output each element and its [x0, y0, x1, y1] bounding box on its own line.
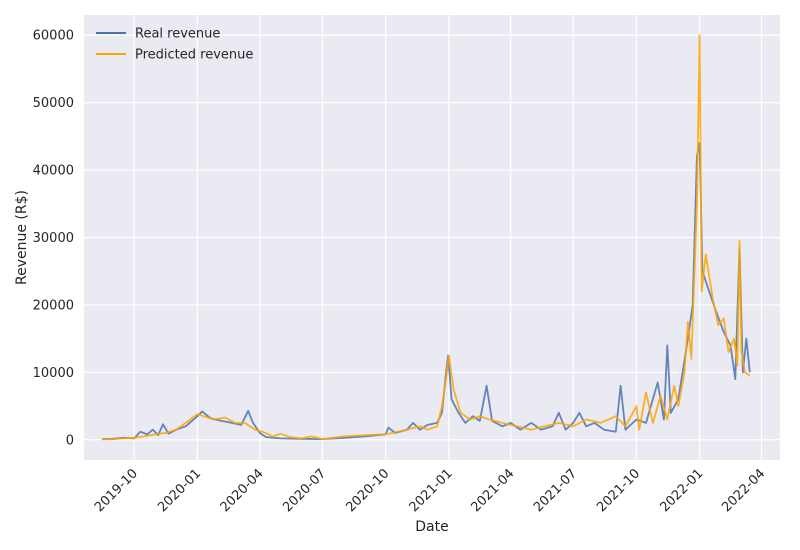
y-tick-labels: 0 10000 20000 30000 40000 50000 60000	[33, 29, 74, 449]
x-tick-label: 2020-07	[280, 466, 329, 515]
series-layer	[101, 34, 751, 441]
y-tick-label: 50000	[33, 96, 74, 111]
x-tick-label: 2021-04	[468, 466, 517, 515]
y-tick-label: 0	[66, 433, 74, 448]
x-tick-label: 2020-10	[343, 466, 392, 515]
x-tick-label: 2021-10	[594, 466, 643, 515]
grid-lines	[84, 15, 780, 460]
y-axis-label: Revenue (R$)	[14, 190, 30, 285]
series-line-predicted-revenue	[101, 34, 751, 441]
y-tick-label: 40000	[33, 164, 74, 179]
y-tick-label: 60000	[33, 29, 74, 44]
y-tick-label: 10000	[33, 366, 74, 381]
x-tick-label: 2022-01	[657, 466, 706, 515]
x-tick-label: 2021-07	[531, 466, 580, 515]
x-tick-label: 2021-01	[407, 466, 456, 515]
x-tick-labels: 2019-10 2020-01 2020-04 2020-07 2020-10 2021-…	[92, 466, 768, 515]
legend-label: Real revenue	[135, 27, 220, 42]
x-tick-label: 2020-04	[218, 466, 267, 515]
x-tick-label: 2020-01	[155, 466, 204, 515]
y-tick-label: 30000	[33, 231, 74, 246]
legend: Real revenue Predicted revenue	[96, 27, 253, 63]
y-tick-label: 20000	[33, 298, 74, 313]
legend-label: Predicted revenue	[135, 48, 253, 63]
x-tick-label: 2022-04	[719, 466, 768, 515]
x-axis-label: Date	[415, 519, 448, 535]
x-tick-label: 2019-10	[92, 466, 141, 515]
